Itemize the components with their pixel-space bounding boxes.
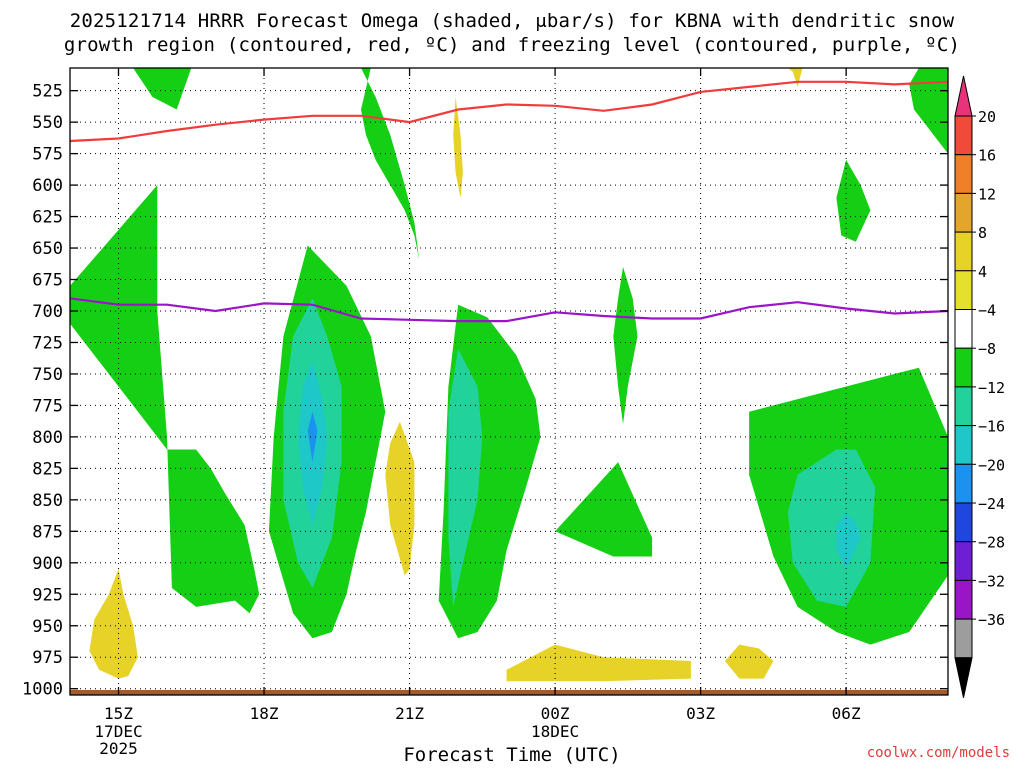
- x-tick-label-18Z-0: 18Z: [250, 704, 279, 723]
- y-tick-label-675: 675: [32, 271, 63, 291]
- colorbar-label-9: −20: [978, 456, 1005, 474]
- x-tick-label-21Z-0: 21Z: [395, 704, 424, 723]
- y-tick-label-1000: 1000: [22, 680, 63, 700]
- colorbar-segment-2: [954, 154, 973, 194]
- x-tick-label-00Z-1: 18DEC: [531, 722, 579, 741]
- y-tick-label-900: 900: [32, 554, 63, 574]
- y-tick-label-550: 550: [32, 113, 63, 133]
- colorbar-segment-9: [954, 425, 973, 465]
- axes-layer: 525 550 575 600 625 650 675 700 725 750 775 800 825 8…: [22, 68, 948, 758]
- y-tick-label-525: 525: [32, 82, 63, 102]
- x-tick-label-03Z-0: 03Z: [686, 704, 715, 723]
- y-tick-label-575: 575: [32, 145, 63, 165]
- y-tick-label-600: 600: [32, 176, 63, 196]
- colorbar-label-3: 8: [978, 224, 987, 242]
- y-tick-label-800: 800: [32, 428, 63, 448]
- colorbar-segment-12: [954, 541, 973, 581]
- colorbar-label-4: 4: [978, 263, 987, 281]
- colorbar-label-10: −24: [978, 495, 1005, 513]
- y-tick-label-625: 625: [32, 208, 63, 228]
- x-axis-label: Forecast Time (UTC): [403, 744, 621, 766]
- colorbar-label-2: 12: [978, 185, 996, 203]
- colorbar-top-arrow: [954, 75, 973, 117]
- y-tick-label-950: 950: [32, 617, 63, 637]
- colorbar-label-6: −8: [978, 340, 996, 358]
- y-tick-label-725: 725: [32, 333, 63, 353]
- x-tick-label-15Z-0: 15Z: [104, 704, 133, 723]
- omega-shading-layer: [70, 68, 948, 682]
- omega-region-0: [70, 185, 260, 614]
- omega-region-6: [113, 68, 192, 110]
- freezing-level-line: [70, 297, 948, 323]
- colorbar-segment-8: [954, 386, 973, 427]
- y-tick-label-850: 850: [32, 491, 63, 511]
- colorbar-label-5: −4: [978, 302, 996, 320]
- y-tick-label-825: 825: [32, 459, 63, 479]
- colorbar-label-13: −36: [978, 611, 1005, 629]
- omega-region-3: [361, 68, 420, 261]
- colorbar-segment-14: [954, 618, 973, 659]
- colorbar-label-7: −12: [978, 379, 1005, 397]
- colorbar-segment-10: [954, 463, 973, 504]
- colorbar-label-8: −16: [978, 418, 1005, 436]
- credit-link[interactable]: coolwx.com/models: [866, 745, 1010, 761]
- colorbar-bottom-arrow: [954, 657, 973, 698]
- omega-region-4: [613, 266, 638, 425]
- x-tick-label-06Z-0: 06Z: [832, 704, 861, 723]
- y-tick-label-925: 925: [32, 585, 63, 605]
- y-tick-label-650: 650: [32, 239, 63, 259]
- omega-region-19: [506, 644, 691, 682]
- y-tick-label-775: 775: [32, 396, 63, 416]
- omega-region-15: [307, 411, 318, 463]
- omega-region-12: [787, 449, 876, 607]
- omega-region-17: [385, 421, 415, 576]
- chart-title-line-1: 2025121714 HRRR Forecast Omega (shaded, …: [69, 10, 955, 32]
- colorbar-segment-11: [954, 502, 973, 543]
- y-tick-label-750: 750: [32, 365, 63, 385]
- omega-region-7: [909, 68, 948, 154]
- colorbar-segment-5: [954, 270, 973, 310]
- y-tick-label-875: 875: [32, 522, 63, 542]
- terrain-bar: [70, 689, 948, 695]
- omega-region-8: [836, 159, 871, 242]
- contour-lines-layer: [70, 80, 948, 323]
- omega-region-14: [836, 512, 861, 570]
- omega-region-11: [448, 348, 483, 607]
- omega-region-20: [724, 644, 774, 679]
- colorbar-segment-1: [954, 115, 973, 156]
- omega-region-16: [89, 569, 138, 679]
- colorbar-segment-4: [954, 231, 973, 272]
- y-tick-label-700: 700: [32, 302, 63, 322]
- plot-frame: [69, 67, 949, 696]
- colorbar-label-1: 16: [978, 147, 996, 165]
- colorbar-segment-13: [954, 579, 973, 620]
- colorbar: 20 16 12 8 4 −4 −8 −12 −16 −20 −24 −28 −32 −36: [954, 75, 1005, 698]
- colorbar-label-11: −28: [978, 534, 1005, 552]
- colorbar-segment-6: [954, 309, 973, 349]
- omega-region-18: [453, 97, 463, 198]
- x-tick-label-15Z-2: 2025: [99, 739, 138, 758]
- y-tick-label-975: 975: [32, 648, 63, 668]
- dendritic-growth-line: [70, 80, 948, 143]
- colorbar-label-0: 20: [978, 108, 996, 126]
- omega-region-5: [555, 462, 653, 557]
- colorbar-label-12: −32: [978, 572, 1005, 590]
- colorbar-segment-3: [954, 192, 973, 233]
- x-tick-label-00Z-0: 00Z: [541, 704, 570, 723]
- chart-title-line-2: growth region (contoured, red, ºC) and f…: [63, 34, 961, 56]
- x-tick-label-15Z-1: 17DEC: [94, 722, 142, 741]
- omega-region-21: [787, 68, 803, 87]
- colorbar-segment-7: [954, 347, 973, 388]
